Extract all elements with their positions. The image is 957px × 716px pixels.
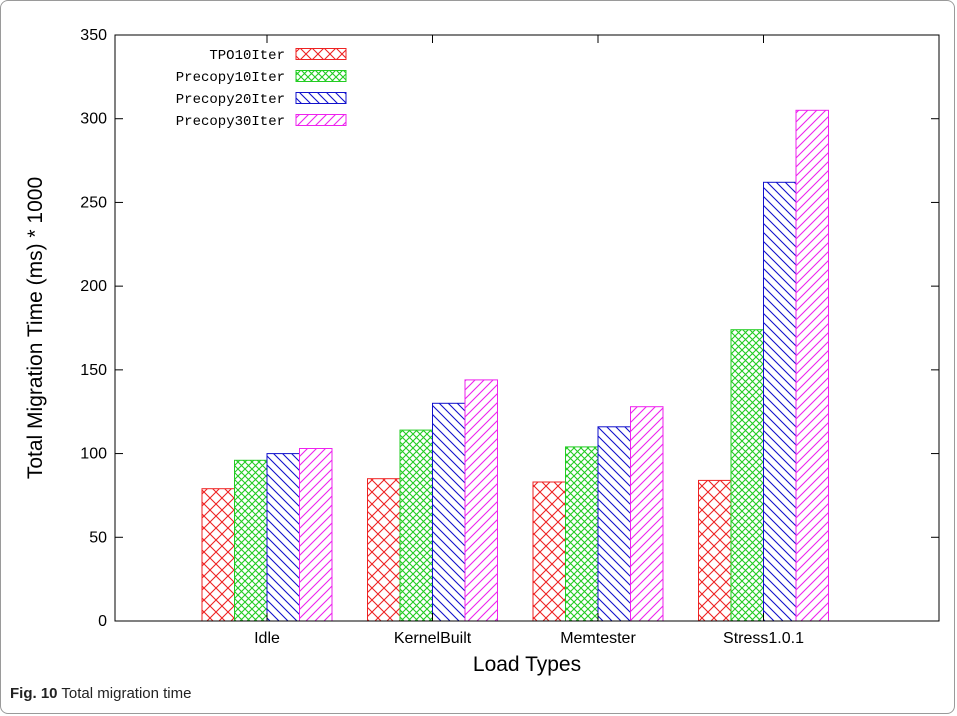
bar-precopy20iter-idle bbox=[266, 453, 300, 622]
x-tick-label: Memtester bbox=[560, 630, 636, 647]
bar-precopy20iter-kernelbuilt bbox=[432, 402, 466, 622]
legend: TPO10Iter Precopy10Iter Precopy20Iter Preco… bbox=[176, 48, 347, 130]
legend-swatch bbox=[295, 48, 347, 60]
figure-caption-text: Total migration time bbox=[61, 685, 192, 702]
y-tick-label: 250 bbox=[80, 194, 107, 211]
y-tick-label: 200 bbox=[80, 278, 107, 295]
bar-tpo10iter-kernelbuilt bbox=[367, 478, 401, 622]
bar-tpo10iter-memtester bbox=[532, 481, 566, 622]
bar-precopy30iter-stress101 bbox=[795, 109, 829, 622]
legend-label: Precopy30Iter bbox=[176, 114, 285, 130]
x-tick-label: Idle bbox=[254, 630, 280, 647]
bar-precopy20iter-stress101 bbox=[763, 181, 797, 622]
figure-number: Fig. 10 bbox=[10, 685, 58, 702]
legend-label: Precopy10Iter bbox=[176, 70, 285, 86]
bar-precopy30iter-memtester bbox=[630, 406, 664, 622]
bar-precopy10iter-kernelbuilt bbox=[399, 429, 433, 622]
y-tick-label: 50 bbox=[89, 529, 107, 546]
y-axis-ticks: 0 50 100 150 200 250 300 350 bbox=[80, 27, 939, 630]
figure-caption: Fig. 10 Total migration time bbox=[10, 685, 191, 702]
bar-precopy30iter-idle bbox=[299, 448, 333, 622]
legend-swatch bbox=[295, 114, 347, 126]
x-axis-ticks: Idle KernelBuilt Memtester Stress1.0.1 bbox=[254, 35, 804, 647]
legend-label: Precopy20Iter bbox=[176, 92, 285, 108]
x-tick-label: KernelBuilt bbox=[394, 630, 472, 647]
y-tick-label: 150 bbox=[80, 362, 107, 379]
y-tick-label: 100 bbox=[80, 446, 107, 463]
y-axis-title: Total Migration Time (ms) * 1000 bbox=[24, 177, 47, 479]
legend-swatch bbox=[295, 70, 347, 82]
y-tick-label: 300 bbox=[80, 111, 107, 128]
x-tick-label: Stress1.0.1 bbox=[723, 630, 804, 647]
bar-tpo10iter-idle bbox=[201, 488, 235, 622]
bar-precopy20iter-memtester bbox=[597, 426, 631, 622]
bar-precopy10iter-memtester bbox=[565, 446, 599, 622]
legend-swatch bbox=[295, 92, 347, 104]
x-axis-title: Load Types bbox=[473, 653, 581, 676]
bars-layer bbox=[201, 109, 829, 622]
y-tick-label: 350 bbox=[80, 27, 107, 44]
legend-label: TPO10Iter bbox=[209, 48, 285, 64]
bar-tpo10iter-stress101 bbox=[698, 479, 732, 622]
y-tick-label: 0 bbox=[98, 613, 107, 630]
bar-precopy30iter-kernelbuilt bbox=[464, 379, 498, 622]
bar-precopy10iter-idle bbox=[234, 459, 268, 622]
plot-area-frame bbox=[114, 34, 940, 622]
bar-precopy10iter-stress101 bbox=[730, 329, 764, 622]
